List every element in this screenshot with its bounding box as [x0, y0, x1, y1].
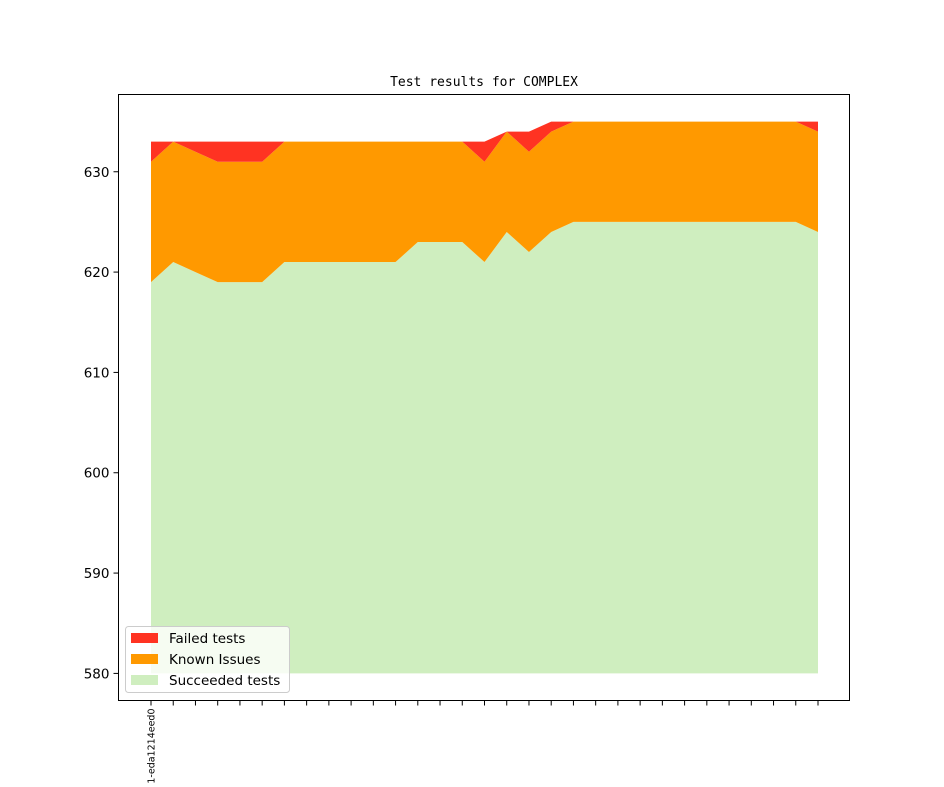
y-tick-label: 620	[84, 265, 110, 281]
area-succeeded-tests	[151, 222, 818, 673]
y-tick-label: 580	[84, 666, 110, 682]
chart-title: Test results for COMPLEX	[390, 75, 578, 90]
x-axis: 1-eda1214eed0	[147, 701, 819, 784]
y-tick-label: 600	[84, 466, 110, 482]
legend-label-failed-tests: Failed tests	[169, 631, 245, 647]
y-axis: 580 590 600 610 620 630	[84, 165, 119, 683]
x-tick-label: 1-eda1214eed0	[147, 709, 158, 784]
legend: Failed tests Known Issues Succeeded tests	[126, 627, 290, 693]
legend-swatch-known-issues	[131, 654, 158, 664]
legend-label-succeeded-tests: Succeeded tests	[169, 673, 280, 689]
stacked-areas	[151, 122, 818, 674]
legend-swatch-succeeded-tests	[131, 675, 158, 685]
legend-swatch-failed-tests	[131, 633, 158, 643]
legend-label-known-issues: Known Issues	[169, 652, 261, 668]
y-tick-label: 610	[84, 365, 110, 381]
y-tick-label: 630	[84, 165, 110, 181]
y-tick-label: 590	[84, 566, 110, 582]
